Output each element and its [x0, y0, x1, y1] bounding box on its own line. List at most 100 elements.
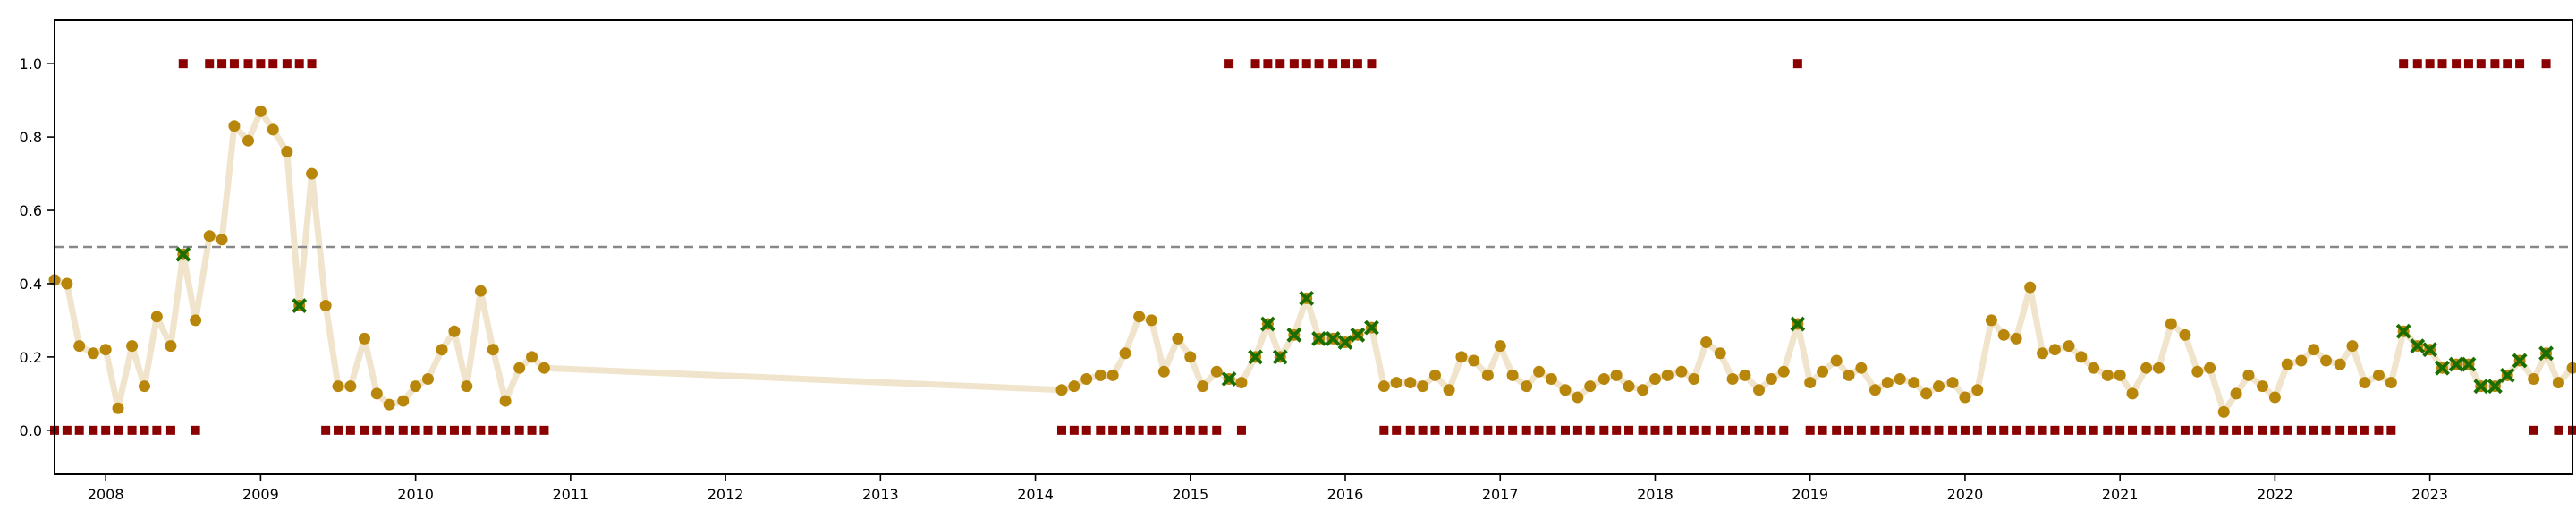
- label-marker: [1818, 426, 1827, 435]
- label-marker: [1741, 426, 1750, 435]
- data-point: [1133, 311, 1145, 322]
- data-point: [333, 380, 344, 392]
- label-marker: [1496, 426, 1504, 435]
- data-point: [2127, 387, 2139, 399]
- data-point: [1662, 370, 1674, 381]
- label-marker: [1883, 426, 1892, 435]
- label-marker: [399, 426, 408, 435]
- data-point: [1753, 384, 1765, 396]
- x-tick-label: 2023: [2411, 486, 2448, 503]
- label-marker: [1639, 426, 1648, 435]
- label-marker: [1483, 426, 1492, 435]
- data-point: [2088, 362, 2099, 374]
- data-point: [1495, 340, 1506, 352]
- label-marker: [1174, 426, 1182, 435]
- data-point: [2191, 366, 2203, 378]
- label-marker: [1973, 426, 1982, 435]
- data-point: [2179, 329, 2190, 341]
- label-marker: [2258, 426, 2267, 435]
- label-marker: [1844, 426, 1853, 435]
- label-marker: [2490, 59, 2499, 68]
- label-marker: [1870, 426, 1879, 435]
- label-marker: [2437, 59, 2446, 68]
- data-point: [1894, 373, 1906, 385]
- label-marker: [1186, 426, 1195, 435]
- data-point: [2269, 391, 2281, 403]
- label-marker: [1961, 426, 1970, 435]
- label-marker: [2374, 426, 2383, 435]
- data-point: [204, 230, 216, 242]
- x-tick-label: 2020: [1947, 486, 1984, 503]
- label-marker: [2128, 426, 2137, 435]
- data-point: [1855, 362, 1867, 374]
- label-marker: [268, 59, 277, 68]
- label-marker: [217, 59, 226, 68]
- data-point: [2063, 340, 2075, 352]
- label-marker: [1546, 426, 1555, 435]
- label-marker: [2077, 426, 2086, 435]
- data-point: [2165, 319, 2177, 330]
- data-point: [1429, 370, 1441, 381]
- data-point: [255, 106, 267, 117]
- data-point: [410, 380, 421, 392]
- label-marker: [1677, 426, 1686, 435]
- data-point: [1080, 373, 1092, 385]
- label-marker: [321, 426, 330, 435]
- label-marker: [1263, 59, 1272, 68]
- label-marker: [1070, 426, 1079, 435]
- label-marker: [1392, 426, 1401, 435]
- label-marker: [372, 426, 381, 435]
- label-marker: [528, 426, 537, 435]
- data-point: [2011, 333, 2022, 345]
- label-marker: [334, 426, 343, 435]
- data-point: [2114, 370, 2126, 381]
- data-point: [126, 340, 138, 352]
- data-point: [1933, 380, 1945, 392]
- data-point: [1056, 384, 1068, 396]
- label-marker: [1445, 426, 1453, 435]
- y-tick-label: 0.8: [20, 129, 42, 146]
- label-marker: [539, 426, 548, 435]
- data-point: [1572, 391, 1583, 403]
- data-point: [2024, 282, 2036, 294]
- data-point: [1831, 355, 1843, 367]
- data-point: [190, 314, 201, 326]
- data-point: [1971, 384, 1983, 396]
- data-point: [1235, 377, 1247, 388]
- data-point: [1843, 370, 1855, 381]
- x-tick-label: 2012: [708, 486, 744, 503]
- data-point: [397, 396, 409, 407]
- label-marker: [63, 426, 72, 435]
- label-marker: [1716, 426, 1724, 435]
- data-point: [2320, 355, 2332, 367]
- data-point: [100, 344, 112, 355]
- data-point: [2373, 370, 2385, 381]
- label-marker: [1353, 59, 1362, 68]
- label-marker: [152, 426, 161, 435]
- label-marker: [1457, 426, 1466, 435]
- label-marker: [1573, 426, 1582, 435]
- x-tick-label: 2017: [1482, 486, 1519, 503]
- data-point: [2075, 351, 2087, 362]
- data-point: [2153, 362, 2165, 374]
- label-marker: [1806, 426, 1815, 435]
- label-marker: [2503, 59, 2512, 68]
- label-marker: [476, 426, 485, 435]
- label-marker: [1561, 426, 1570, 435]
- label-marker: [2297, 426, 2306, 435]
- label-marker: [1367, 59, 1376, 68]
- label-marker: [308, 59, 317, 68]
- label-marker: [1302, 59, 1311, 68]
- data-point: [1095, 370, 1106, 381]
- x-tick-label: 2008: [88, 486, 124, 503]
- label-marker: [1948, 426, 1957, 435]
- data-point: [422, 373, 434, 385]
- data-point: [2231, 387, 2242, 399]
- x-tick-label: 2019: [1792, 486, 1828, 503]
- label-marker: [2219, 426, 2228, 435]
- data-point: [2218, 406, 2230, 418]
- data-point: [487, 344, 499, 355]
- label-marker: [2477, 59, 2486, 68]
- data-point: [1146, 314, 1157, 326]
